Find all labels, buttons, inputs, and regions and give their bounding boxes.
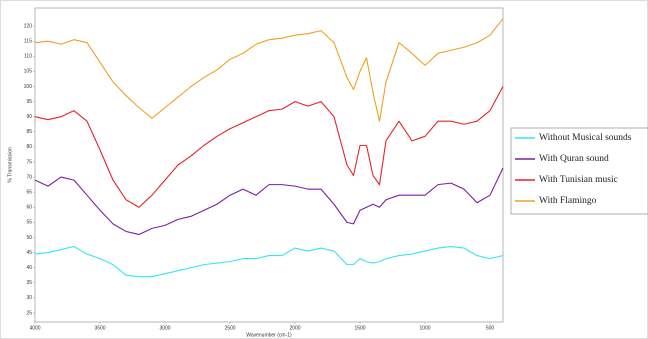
x-tick-label: 4000 bbox=[29, 325, 40, 331]
y-tick-label: 115 bbox=[24, 39, 32, 45]
y-tick-label: 55 bbox=[26, 220, 32, 226]
legend-entries: Without Musical sounds With Quran sound Wi… bbox=[515, 133, 632, 206]
series-line bbox=[34, 86, 504, 208]
y-tick-label: 70 bbox=[26, 174, 32, 180]
x-tick-label: 3500 bbox=[94, 325, 105, 331]
y-tick-label: 105 bbox=[24, 69, 33, 75]
x-tick-label: 500 bbox=[486, 325, 495, 331]
legend-label: With Quran sound bbox=[539, 154, 609, 164]
y-tick-label: 25 bbox=[26, 310, 32, 316]
y-tick-label: 90 bbox=[26, 114, 32, 120]
plot-area bbox=[34, 7, 504, 323]
y-tick-label: 30 bbox=[26, 295, 32, 301]
x-tick-label: 2500 bbox=[224, 325, 235, 331]
x-tick-label: 2000 bbox=[289, 325, 300, 331]
y-tick-label: 95 bbox=[26, 99, 32, 105]
series-line bbox=[34, 245, 504, 278]
x-tick-label: 1500 bbox=[354, 325, 365, 331]
x-tick-label: 3000 bbox=[159, 325, 170, 331]
y-axis-label: % Transmission bbox=[7, 147, 13, 183]
series-line bbox=[34, 167, 504, 235]
y-tick-label: 100 bbox=[24, 84, 33, 90]
y-tick-label: 50 bbox=[26, 235, 32, 241]
y-tick-label: 45 bbox=[26, 250, 32, 256]
legend-label: Without Musical sounds bbox=[539, 133, 632, 143]
y-tick-label: 80 bbox=[26, 144, 32, 150]
legend-label: With Flamingo bbox=[539, 196, 597, 206]
y-tick-label: 60 bbox=[26, 205, 32, 211]
y-tick-label: 85 bbox=[26, 129, 32, 135]
y-tick-label: 75 bbox=[26, 159, 32, 165]
y-tick-label: 120 bbox=[24, 23, 33, 29]
y-tick-label: 110 bbox=[24, 54, 32, 60]
y-tick-label: 40 bbox=[26, 265, 32, 271]
y-tick-label: 65 bbox=[26, 190, 32, 196]
series-line bbox=[34, 18, 504, 122]
x-axis-label: Wavenumber (cm-1) bbox=[246, 332, 292, 338]
legend-label: With Tunisian music bbox=[539, 175, 618, 185]
x-tick-label: 1000 bbox=[419, 325, 430, 331]
legend bbox=[510, 127, 648, 215]
y-tick-label: 35 bbox=[26, 280, 32, 286]
